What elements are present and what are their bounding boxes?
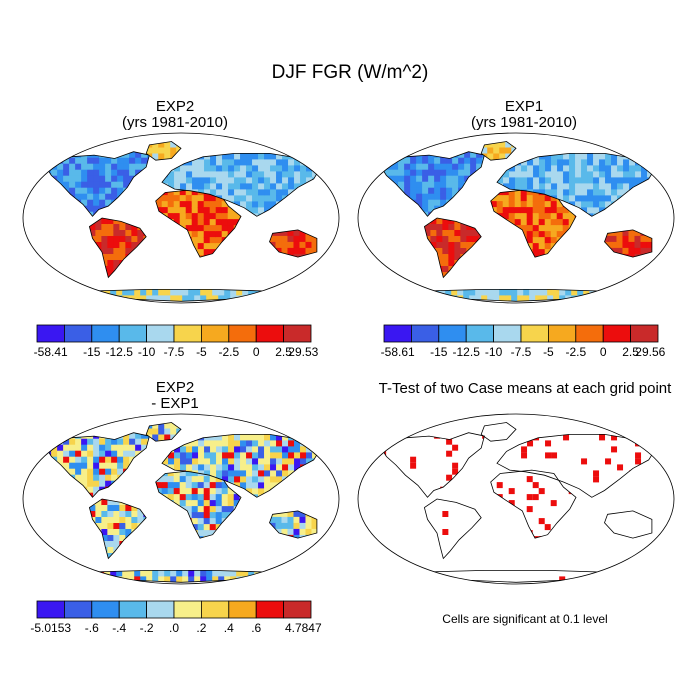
colorbar-diff-label-3: -.2: [140, 621, 154, 635]
colorbar-diff-label-4: .0: [169, 621, 179, 635]
colorbar-diff-box-9: [284, 601, 311, 618]
map-exp1: [358, 133, 674, 303]
colorbar-exp2-box-3: [119, 325, 146, 342]
colorbar-exp1-label-5: -5: [543, 345, 554, 359]
colorbar-diff-box-2: [92, 601, 119, 618]
colorbar-exp1-label-4: -7.5: [511, 345, 532, 359]
colorbar-diff-box-0: [37, 601, 64, 618]
colorbar-diff-box-7: [229, 601, 256, 618]
colorbar-diff-label-8: 4.7847: [285, 621, 322, 635]
colorbar-exp1-box-9: [631, 325, 658, 342]
colorbar-exp2-label-6: -2.5: [218, 345, 239, 359]
colorbar-exp2-label-4: -7.5: [164, 345, 185, 359]
colorbar-exp2-box-8: [256, 325, 283, 342]
colorbar-exp1-box-1: [411, 325, 438, 342]
map-border-ttest: [358, 414, 674, 584]
field-southAmerica: [89, 218, 150, 279]
field-southAmerica: [442, 511, 448, 535]
colorbar-exp1-label-0: -58.61: [381, 345, 415, 359]
colorbar-exp1-box-6: [548, 325, 575, 342]
colorbar-exp2-box-0: [37, 325, 64, 342]
map-exp2: [23, 133, 339, 303]
colorbar-diff: -5.0153 -.6 -.4 -.2 .0 .2 .4 .6 4.7847: [30, 601, 322, 635]
colorbar-diff-label-0: -5.0153: [30, 621, 71, 635]
field-southAmerica: [89, 499, 150, 560]
colorbar-exp2-box-6: [201, 325, 228, 342]
colorbar-exp2-box-1: [64, 325, 91, 342]
coastline-southAmerica: [424, 499, 481, 559]
coastline-australia: [605, 511, 652, 538]
colorbar-exp1-label-2: -12.5: [453, 345, 481, 359]
colorbar-exp2-label-1: -15: [83, 345, 101, 359]
colorbar-diff-box-4: [147, 601, 174, 618]
colorbar-exp2-box-7: [229, 325, 256, 342]
colorbar-exp2-label-0: -58.41: [34, 345, 68, 359]
colorbar-exp2: -58.41 -15 -12.5 -10 -7.5 -5 -2.5 0 2.529.53: [34, 325, 319, 359]
colorbar-exp2-box-9: [284, 325, 311, 342]
colorbar-diff-box-3: [119, 601, 146, 618]
colorbar-exp1-box-4: [494, 325, 521, 342]
colorbar-exp1-label-7: 0: [600, 345, 607, 359]
colorbar-exp1-label-9: 29.56: [635, 345, 665, 359]
colorbar-exp1-box-5: [521, 325, 548, 342]
field-africa: [491, 470, 575, 542]
colorbar-diff-label-2: -.4: [112, 621, 126, 635]
colorbar-exp2-label-7: 0: [253, 345, 260, 359]
colorbar-exp2-label-9: 29.53: [288, 345, 318, 359]
coastline-greenland: [481, 423, 516, 442]
colorbar-exp2-box-4: [147, 325, 174, 342]
colorbar-exp2-box-2: [92, 325, 119, 342]
field-antarctica: [559, 576, 565, 582]
coastline-africa: [491, 470, 576, 538]
colorbar-exp2-label-2: -12.5: [106, 345, 134, 359]
colorbar-exp2-box-5: [174, 325, 201, 342]
colorbar-diff-box-8: [256, 601, 283, 618]
colorbar-diff-box-6: [201, 601, 228, 618]
map-diff: [23, 414, 339, 584]
map-ttest: [358, 414, 674, 584]
colorbar-diff-label-1: -.6: [85, 621, 99, 635]
coastline-northAmerica: [380, 433, 484, 498]
colorbar-exp1-box-8: [603, 325, 630, 342]
colorbar-diff-box-1: [64, 601, 91, 618]
field-southAmerica: [424, 218, 485, 279]
colorbar-diff-label-6: .4: [224, 621, 234, 635]
colorbar-exp1-box-7: [576, 325, 603, 342]
colorbar-exp2-label-3: -10: [138, 345, 156, 359]
colorbar-exp1-label-1: -15: [430, 345, 448, 359]
colorbar-exp1-label-3: -10: [485, 345, 503, 359]
colorbar-exp1-label-6: -2.5: [565, 345, 586, 359]
colorbar-exp1-box-2: [439, 325, 466, 342]
colorbar-diff-label-5: .2: [196, 621, 206, 635]
colorbar-exp1-box-0: [384, 325, 411, 342]
colorbar-exp2-label-5: -5: [196, 345, 207, 359]
colorbar-diff-label-7: .6: [251, 621, 261, 635]
colorbar-diff-box-5: [174, 601, 201, 618]
colorbar-exp1-box-3: [466, 325, 493, 342]
colorbar-exp1: -58.61 -15 -12.5 -10 -7.5 -5 -2.5 0 2.529.56: [381, 325, 666, 359]
coastline-antarctica: [421, 570, 603, 582]
coastline-eurasia: [497, 434, 655, 497]
